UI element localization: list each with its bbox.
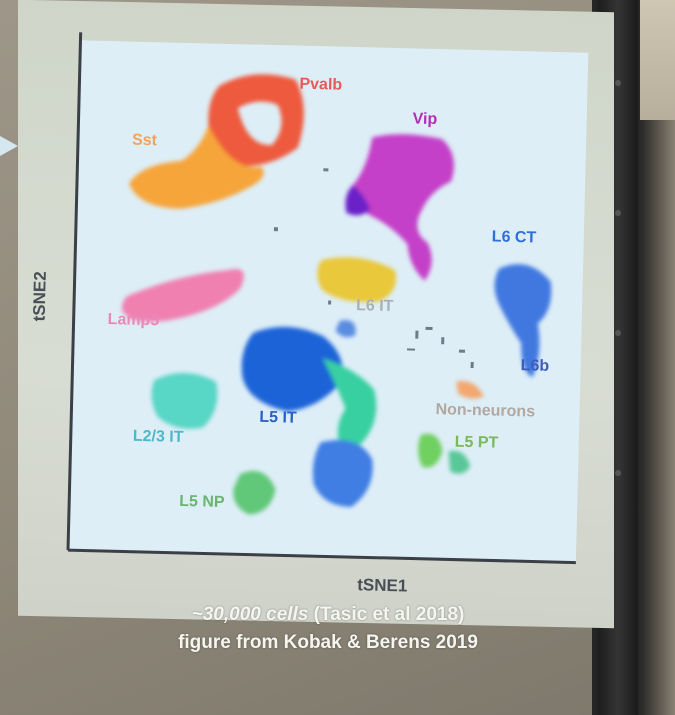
cluster-vip — [352, 134, 454, 281]
x-axis — [67, 548, 576, 565]
cluster-l5pt-small — [448, 450, 471, 474]
cluster-vip-dark — [345, 185, 371, 216]
pole-bolt — [615, 470, 621, 476]
tsne-plot — [66, 32, 589, 565]
cluster-l5np — [233, 470, 276, 515]
caption-citation: (Tasic et al 2018) — [308, 604, 465, 625]
cluster-l6ct — [494, 264, 552, 378]
cluster-l6it — [317, 257, 396, 303]
caption-line-1: ~30,000 cells (Tasic et al 2018) — [108, 604, 548, 626]
cluster-lamp5 — [121, 269, 244, 322]
cluster-label-l6b: L6b — [520, 357, 550, 375]
cluster-non-neurons — [456, 381, 484, 399]
cluster-label-sst: Sst — [131, 131, 158, 150]
cluster-label-l5pt: L5 PT — [454, 433, 499, 452]
cluster-l5it-green — [322, 358, 377, 450]
cluster-label-non-neurons: Non-neurons — [435, 401, 536, 421]
scatter-specks — [273, 168, 474, 369]
y-axis-label: tSNE2 — [29, 271, 50, 322]
cluster-sst — [128, 125, 264, 209]
cluster-label-l23it: L2/3 IT — [132, 427, 184, 446]
pole-bolt — [615, 80, 621, 86]
cluster-pvalb — [208, 74, 304, 167]
scatter-clusters — [121, 74, 552, 515]
caption-line-2: figure from Kobak & Berens 2019 — [178, 632, 478, 653]
cluster-label-pvalb: Pvalb — [299, 75, 343, 94]
cluster-l6it-blue — [335, 320, 356, 338]
y-axis — [66, 32, 83, 551]
cluster-l5it — [241, 326, 343, 412]
pole-bolt — [615, 330, 621, 336]
tsne-figure: tSNE2 tSNE1 Pvalb Vip Sst L6 CT Lamp5 L6… — [21, 21, 599, 595]
cluster-l23it — [151, 372, 218, 429]
arrow-icon — [0, 136, 18, 156]
pole-bolt — [615, 210, 621, 216]
cluster-label-l5np: L5 NP — [179, 492, 225, 511]
x-axis-label: tSNE1 — [357, 575, 408, 596]
cluster-label-vip: Vip — [412, 110, 438, 129]
cluster-label-l6it: L6 IT — [355, 297, 394, 316]
caption-cell-count: ~30,000 cells — [191, 604, 309, 625]
cluster-label-l6ct: L6 CT — [491, 228, 537, 247]
cluster-l5pt — [418, 433, 443, 468]
cluster-l5pt-blue — [312, 440, 373, 508]
cluster-label-l5it: L5 IT — [259, 408, 297, 427]
cluster-label-lamp5: Lamp5 — [107, 311, 160, 330]
wall-background — [640, 0, 675, 120]
